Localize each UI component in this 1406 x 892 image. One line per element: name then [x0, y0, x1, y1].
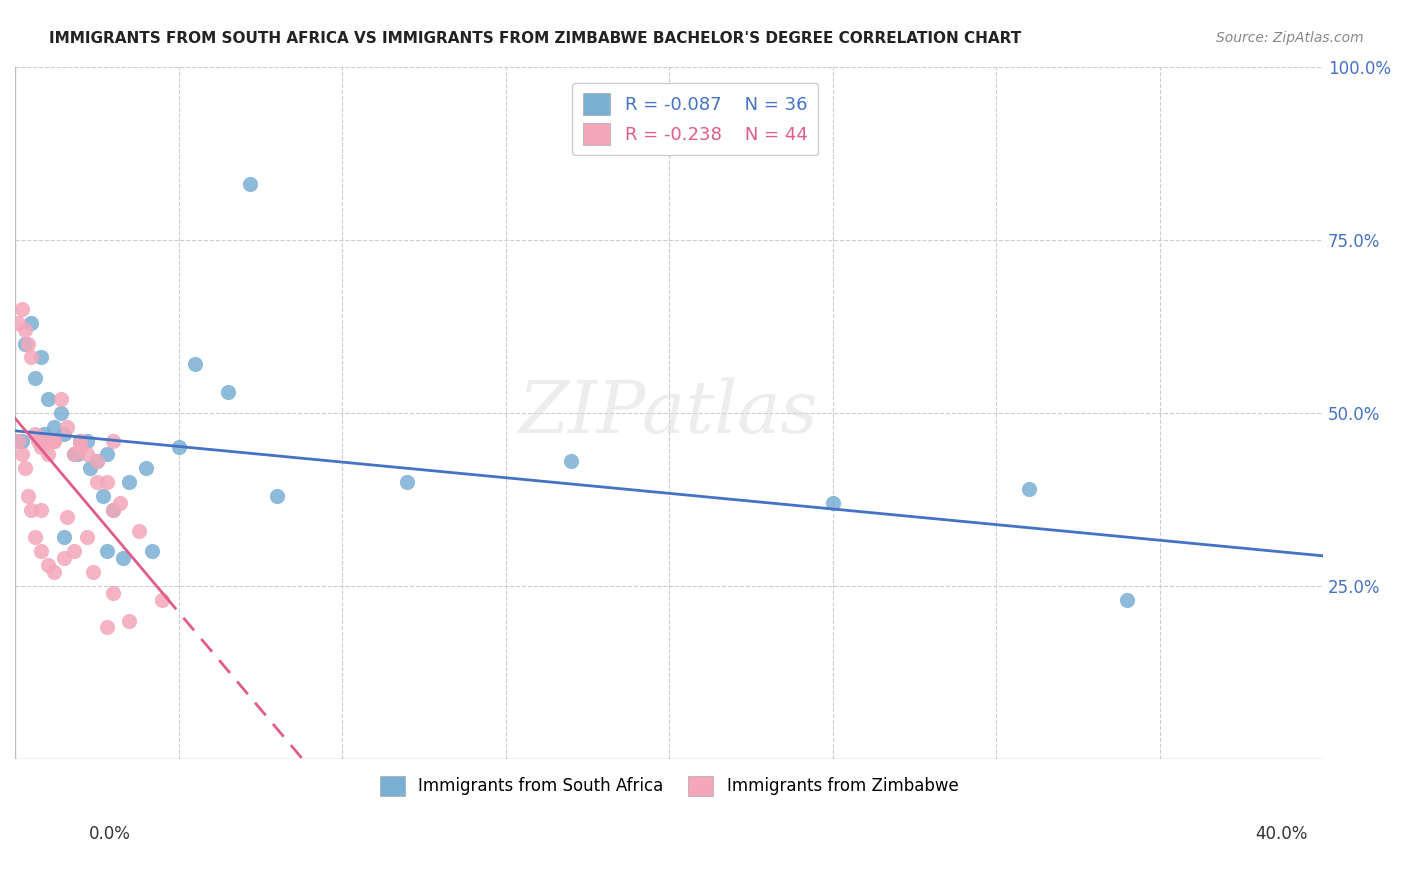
Point [53, 426, 76, 441]
Point [53, 551, 76, 566]
Point [20, 351, 42, 365]
Point [34, 434, 56, 448]
Point [86, 475, 108, 489]
Point [91, 489, 114, 503]
Point [108, 496, 131, 510]
Point [96, 475, 118, 489]
Point [135, 461, 157, 475]
Point [34, 426, 56, 441]
Point [7, 434, 30, 448]
Point [66, 447, 89, 461]
Point [24, 426, 46, 441]
Point [141, 544, 163, 558]
Point [150, 592, 173, 607]
Point [69, 441, 91, 455]
Point [10, 301, 32, 316]
Point [44, 434, 66, 448]
Point [7, 316, 30, 330]
Point [86, 454, 108, 468]
Point [37, 558, 59, 573]
Point [14, 323, 37, 337]
Point [101, 434, 124, 448]
Point [101, 502, 124, 516]
Point [96, 620, 118, 634]
Point [184, 357, 207, 371]
Point [239, 178, 262, 192]
Point [44, 419, 66, 434]
Point [86, 454, 108, 468]
Point [63, 544, 86, 558]
Point [37, 392, 59, 406]
Point [821, 496, 844, 510]
Point [63, 447, 86, 461]
Point [10, 447, 32, 461]
Point [10, 434, 32, 448]
Point [111, 551, 134, 566]
Point [37, 447, 59, 461]
Point [24, 531, 46, 545]
Point [69, 434, 91, 448]
Point [30, 544, 52, 558]
Text: Source: ZipAtlas.com: Source: ZipAtlas.com [1216, 31, 1364, 45]
Point [101, 586, 124, 600]
Legend: Immigrants from South Africa, Immigrants from Zimbabwe: Immigrants from South Africa, Immigrants… [370, 765, 969, 806]
Point [266, 489, 288, 503]
Text: IMMIGRANTS FROM SOUTH AFRICA VS IMMIGRANTS FROM ZIMBABWE BACHELOR'S DEGREE CORRE: IMMIGRANTS FROM SOUTH AFRICA VS IMMIGRAN… [49, 31, 1022, 46]
Text: ZIPatlas: ZIPatlas [519, 377, 818, 448]
Point [49, 406, 72, 420]
Point [14, 461, 37, 475]
Point [1018, 482, 1040, 496]
Point [17, 489, 39, 503]
Point [69, 434, 91, 448]
Point [167, 441, 190, 455]
Point [118, 614, 141, 628]
Point [396, 475, 419, 489]
Point [1116, 592, 1139, 607]
Text: 40.0%: 40.0% [1256, 825, 1308, 843]
Point [44, 565, 66, 579]
Point [76, 531, 98, 545]
Point [7, 434, 30, 448]
Point [101, 502, 124, 516]
Point [217, 385, 239, 400]
Point [49, 392, 72, 406]
Point [118, 475, 141, 489]
Point [14, 336, 37, 351]
Point [560, 454, 582, 468]
Point [20, 502, 42, 516]
Point [53, 531, 76, 545]
Point [96, 544, 118, 558]
Text: 0.0%: 0.0% [89, 825, 131, 843]
Point [27, 434, 49, 448]
Point [56, 509, 79, 524]
Point [79, 461, 101, 475]
Point [44, 434, 66, 448]
Point [76, 447, 98, 461]
Point [30, 441, 52, 455]
Point [20, 316, 42, 330]
Point [63, 447, 86, 461]
Point [82, 565, 104, 579]
Point [30, 351, 52, 365]
Point [17, 336, 39, 351]
Point [96, 447, 118, 461]
Point [24, 371, 46, 385]
Point [30, 502, 52, 516]
Point [128, 524, 150, 538]
Point [56, 419, 79, 434]
Point [76, 434, 98, 448]
